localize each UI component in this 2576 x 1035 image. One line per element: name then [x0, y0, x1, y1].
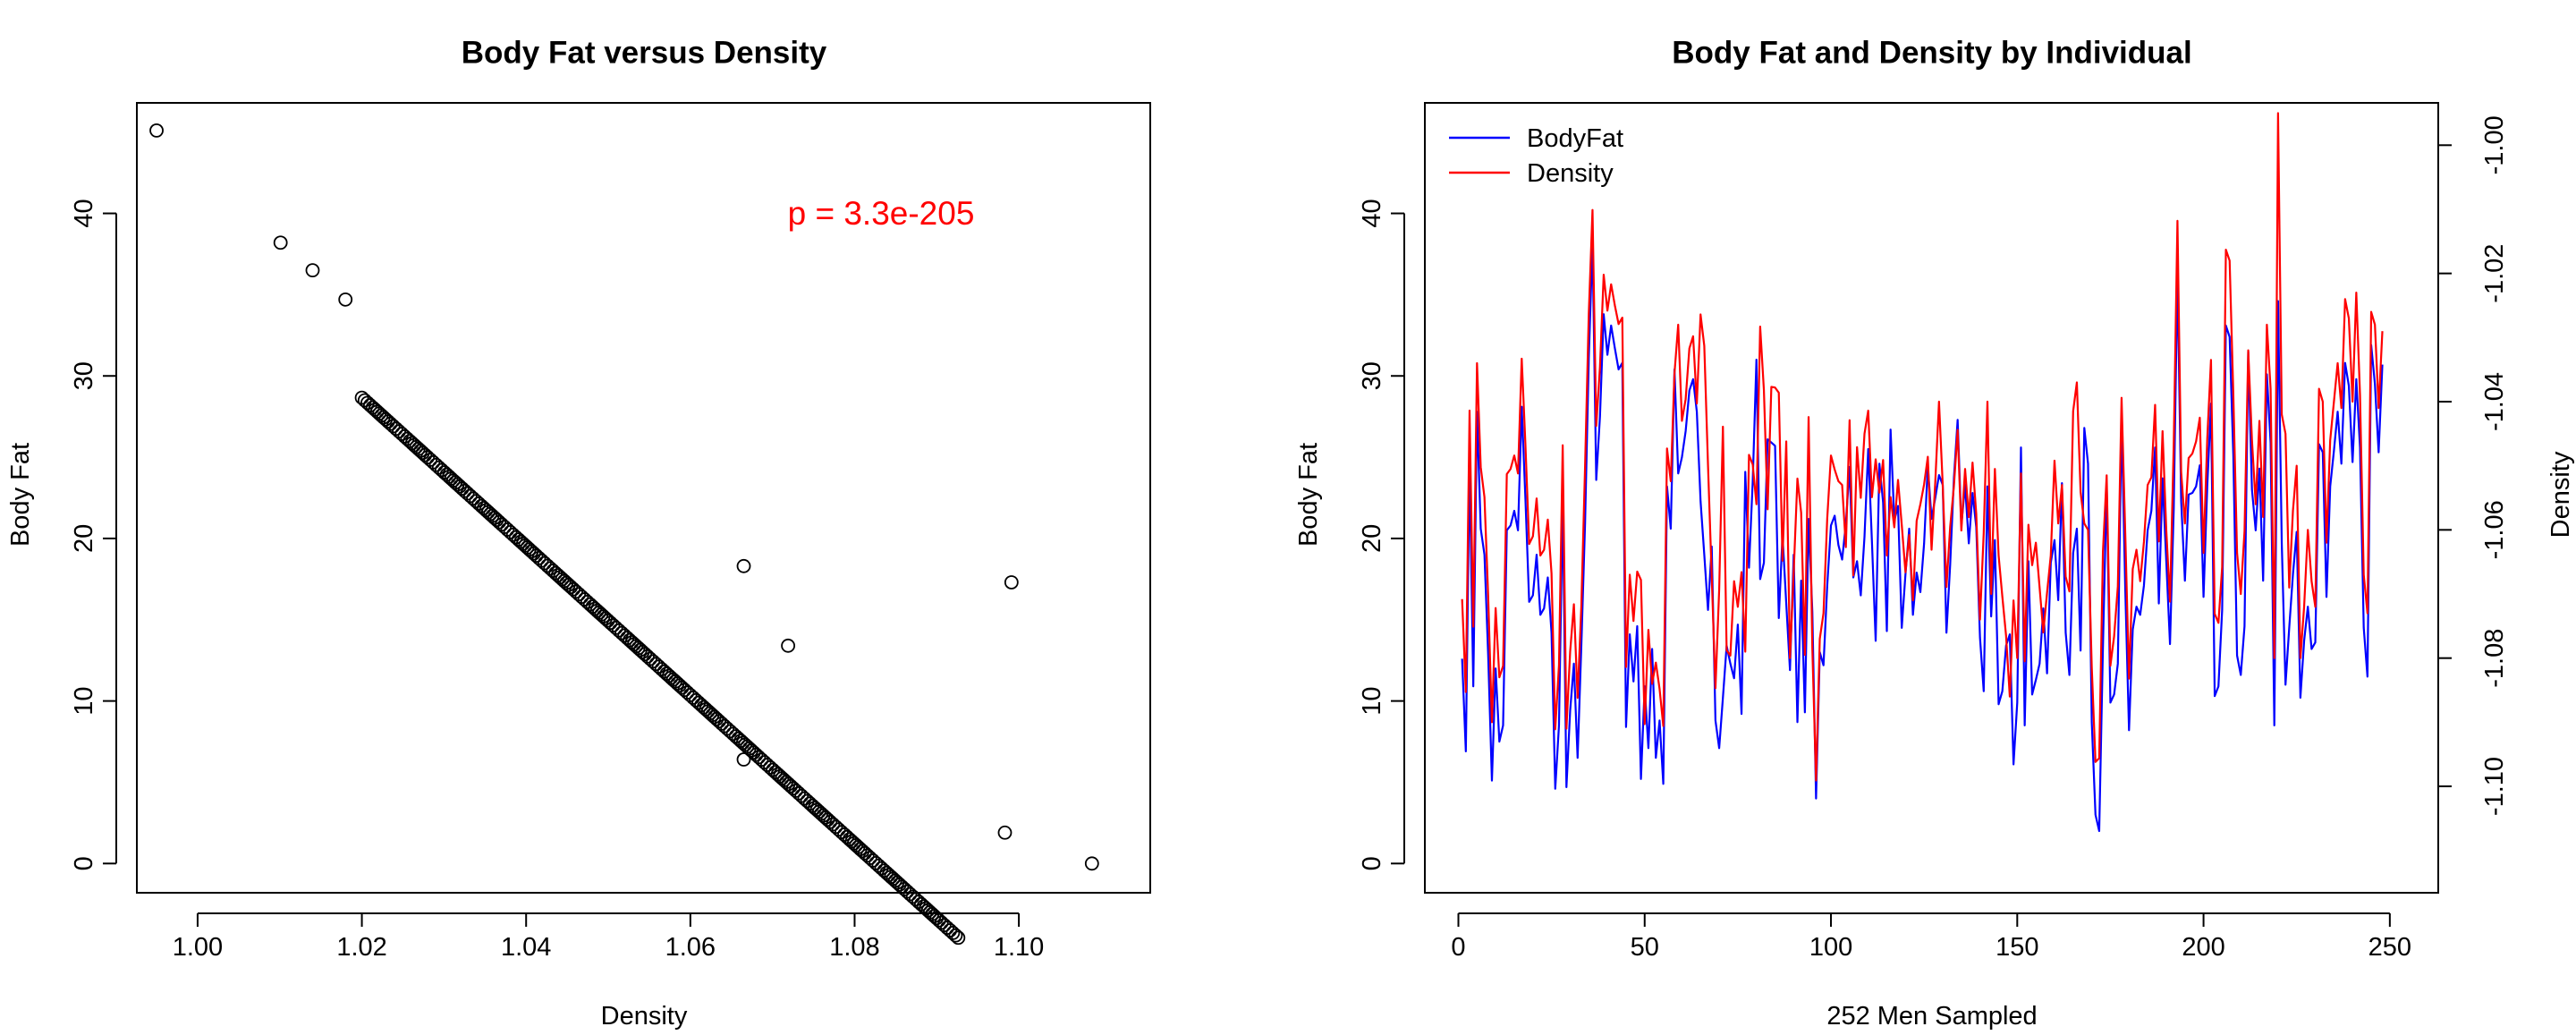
line-x-tick-label: 150 [1996, 933, 2038, 962]
line-y-tick-label: 0 [1358, 856, 1386, 870]
line-x-tick-label: 200 [2182, 933, 2224, 962]
scatter-point [784, 778, 798, 793]
line-plot-frame [1424, 102, 2439, 894]
scatter-point [736, 752, 751, 767]
scatter-point [415, 445, 430, 461]
line-x-tick-label: 100 [1809, 933, 1852, 962]
scatter-x-tick-label: 1.06 [665, 933, 716, 962]
line-x-tick-label: 0 [1451, 933, 1465, 962]
line-y2-tick-label: -1.08 [2480, 629, 2509, 688]
scatter-point [600, 613, 615, 628]
scatter-point [820, 812, 835, 827]
scatter-y-tick-label: 10 [70, 686, 98, 715]
scatter-x-tick-label: 1.00 [173, 933, 223, 962]
scatter-x-tick-label: 1.04 [501, 933, 551, 962]
scatter-point [892, 877, 907, 892]
scatter-x-tick-label: 1.10 [994, 933, 1044, 962]
scatter-y-axis-label: Body Fat [6, 443, 35, 547]
line-y2-tick-label: -1.06 [2480, 500, 2509, 559]
line-title: Body Fat and Density by Individual [1672, 35, 2191, 70]
scatter-point [489, 513, 504, 528]
scatter-point [997, 825, 1013, 840]
legend-label-density: Density [1527, 159, 1614, 188]
line-y2-tick-label: -1.04 [2480, 372, 2509, 431]
scatter-x-axis-label: Density [601, 1002, 688, 1031]
scatter-y-tick-label: 40 [70, 199, 98, 227]
scatter-point [149, 123, 164, 138]
scatter-point [736, 558, 751, 573]
scatter-point [526, 546, 541, 561]
scatter-point [453, 479, 467, 494]
scatter-y-ticks: 0 10 20 30 40 [70, 199, 117, 870]
scatter-point [951, 930, 966, 946]
line-y-axis-label: Body Fat [1294, 443, 1323, 547]
line-y-tick-label: 40 [1358, 199, 1386, 227]
scatter-point [781, 638, 795, 653]
line-y-tick-label: 30 [1358, 361, 1386, 390]
scatter-y-tick-label: 0 [70, 856, 98, 870]
line-y-ticks: 0 10 20 30 40 [1358, 199, 1405, 870]
scatter-point [564, 580, 579, 595]
scatter-points [149, 123, 1099, 946]
scatter-point [948, 928, 963, 943]
scatter-panel: Body Fat versus Density Density Body Fat… [6, 35, 1151, 1031]
scatter-point [305, 263, 320, 278]
scatter-title: Body Fat versus Density [462, 35, 827, 70]
scatter-plot-frame [136, 102, 1151, 894]
scatter-point [1004, 575, 1019, 590]
scatter-point [929, 911, 944, 926]
line-x-ticks: 0 50 100 150 200 250 [1451, 912, 2411, 962]
scatter-point [1084, 856, 1099, 871]
scatter-point [380, 414, 395, 429]
line-x-tick-label: 50 [1631, 933, 1659, 962]
scatter-point [635, 644, 650, 659]
line-y2-tick-label: -1.00 [2480, 115, 2509, 174]
series-line-density [1461, 112, 2384, 782]
legend: BodyFat Density [1449, 124, 1623, 188]
scatter-x-ticks: 1.00 1.02 1.04 1.06 1.08 1.10 [173, 912, 1044, 962]
line-y-tick-label: 20 [1358, 524, 1386, 553]
scatter-point [672, 678, 687, 693]
p-value-annotation: p = 3.3e-205 [788, 195, 975, 232]
scatter-point [273, 235, 288, 250]
line-y2-tick-label: -1.10 [2480, 757, 2509, 816]
line-series [1461, 112, 2384, 833]
scatter-x-tick-label: 1.02 [336, 933, 386, 962]
scatter-point [746, 745, 761, 760]
legend-label-bodyfat: BodyFat [1527, 124, 1623, 153]
scatter-y-tick-label: 30 [70, 361, 98, 390]
scatter-point [709, 711, 724, 726]
line-panel: Body Fat and Density by Individual 252 M… [1294, 35, 2575, 1031]
line-y2-axis-label: Density [2546, 451, 2575, 538]
line-y2-tick-label: -1.02 [2480, 244, 2509, 303]
scatter-y-tick-label: 20 [70, 524, 98, 553]
line-x-tick-label: 250 [2368, 933, 2411, 962]
series-line-bodyfat [1461, 242, 2384, 833]
scatter-point [338, 292, 353, 307]
line-x-axis-label: 252 Men Sampled [1826, 1002, 2037, 1031]
line-y-tick-label: 10 [1358, 686, 1386, 715]
scatter-x-tick-label: 1.08 [829, 933, 879, 962]
